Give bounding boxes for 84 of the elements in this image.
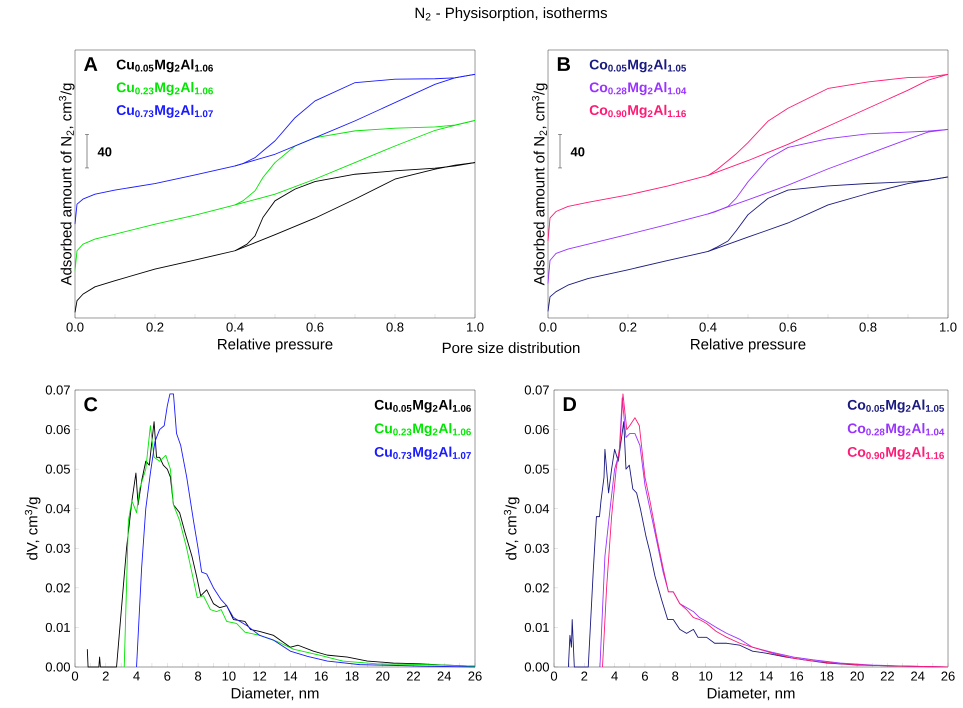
- y-tick-label: 0.03: [46, 544, 70, 553]
- x-tick-label: 8: [672, 672, 678, 681]
- y-tick-label: 0.00: [524, 662, 549, 672]
- x-tick-label: 18: [346, 672, 359, 681]
- x-tick-label: 0.0: [66, 322, 84, 332]
- text: Cu$_{0.23}$Mg$_{2}$Al$_{1.06}$: [116, 82, 213, 96]
- x-tick-label: 0.2: [146, 322, 164, 332]
- x-tick-label: 18: [820, 672, 834, 681]
- x-tick-label: 0.8: [860, 322, 876, 332]
- y-tick-label: 0.05: [46, 464, 70, 474]
- text: Co$_{0.90}$Mg$_{2}$Al$_{1.16}$: [848, 446, 944, 460]
- text: B: [558, 57, 570, 71]
- x-axis-title: Relative pressure: [218, 338, 332, 352]
- y-tick-label: 0.03: [524, 544, 549, 553]
- x-tick-label: 0: [72, 672, 78, 681]
- x-tick-label: 22: [406, 672, 420, 681]
- x-tick-label: 2: [581, 672, 588, 681]
- x-tick-label: 2: [102, 672, 109, 681]
- text: Pore size distribution: [442, 342, 580, 354]
- x-axis-title: Diameter, nm: [232, 688, 318, 700]
- y-tick-label: 0.07: [46, 385, 70, 395]
- x-tick-label: 8: [195, 672, 202, 681]
- y-tick-label: 0.06: [46, 424, 70, 434]
- text: N$_{2}$ - Physisorption, isotherms: [416, 7, 608, 22]
- x-axis-title: Diameter, nm: [708, 688, 794, 700]
- x-tick-label: 0.8: [386, 322, 404, 332]
- text: Cu$_{0.23}$Mg$_{2}$Al$_{1.06}$: [374, 423, 471, 436]
- y-axis-title: dV, cm$^{3}$/g: [24, 498, 40, 560]
- x-tick-label: 1.0: [466, 322, 484, 332]
- x-tick-label: 0: [550, 672, 558, 681]
- x-tick-label: 20: [850, 672, 864, 681]
- y-axis-title: Adsorbed amount of N$_{2}$, cm$^{3}$/g: [58, 84, 74, 286]
- y-tick-label: 0.06: [524, 424, 549, 434]
- y-tick-label: 0.00: [46, 662, 70, 672]
- y-tick-label: 0.02: [46, 583, 70, 592]
- x-tick-label: 10: [699, 672, 712, 681]
- y-tick-label: 0.07: [524, 385, 549, 395]
- text: Cu$_{0.73}$Mg$_{2}$Al$_{1.07}$: [374, 446, 471, 460]
- annotation: C: [84, 397, 98, 412]
- x-tick-label: 26: [941, 672, 955, 681]
- x-tick-label: 22: [880, 672, 894, 681]
- x-tick-label: 0.4: [700, 322, 717, 332]
- x-tick-label: 1.0: [940, 322, 957, 332]
- x-tick-label: 6: [164, 672, 170, 681]
- x-tick-label: 12: [253, 672, 266, 681]
- y-tick-label: 0.02: [524, 583, 549, 592]
- x-tick-label: 16: [790, 672, 804, 681]
- x-tick-label: 6: [642, 672, 648, 681]
- x-tick-label: 24: [911, 672, 925, 681]
- y-tick-label: 0.04: [524, 504, 550, 514]
- y-axis-title: Adsorbed amount of N$_{2}$, cm$^{3}$/g: [532, 84, 548, 286]
- x-tick-label: 0.2: [620, 322, 636, 332]
- annotation: D: [564, 397, 576, 411]
- y-tick-label: 0.01: [46, 622, 70, 632]
- annotation: 40: [570, 147, 584, 156]
- y-tick-label: 0.04: [46, 504, 70, 514]
- text: Co$_{0.90}$Mg$_{2}$Al$_{1.16}$: [590, 104, 686, 118]
- text: Cu$_{0.05}$Mg$_{2}$Al$_{1.06}$: [116, 59, 213, 72]
- text: Co$_{0.28}$Mg$_{2}$Al$_{1.04}$: [590, 82, 686, 96]
- text: Co$_{0.05}$Mg$_{2}$Al$_{1.05}$: [590, 59, 686, 72]
- x-tick-label: 10: [222, 672, 236, 681]
- x-tick-label: 4: [133, 672, 140, 680]
- x-tick-label: 24: [438, 672, 452, 681]
- x-tick-label: 0.0: [540, 322, 557, 332]
- annotation: 40: [98, 147, 112, 156]
- y-tick-label: 0.05: [524, 464, 549, 474]
- text: Co$_{0.28}$Mg$_{2}$Al$_{1.04}$: [848, 423, 944, 436]
- y-tick-label: 0.01: [524, 622, 549, 632]
- text: Cu$_{0.05}$Mg$_{2}$Al$_{1.06}$: [374, 400, 471, 413]
- text: Co$_{0.05}$Mg$_{2}$Al$_{1.05}$: [848, 400, 944, 413]
- x-tick-label: 4: [611, 672, 618, 680]
- x-tick-label: 16: [314, 672, 328, 681]
- text: Cu$_{0.73}$Mg$_{2}$Al$_{1.07}$: [116, 104, 213, 118]
- x-tick-label: 0.4: [226, 322, 244, 332]
- x-tick-label: 26: [468, 672, 482, 681]
- x-tick-label: 14: [284, 672, 298, 680]
- x-tick-label: 14: [760, 672, 773, 680]
- y-axis-title: dV, cm$^{3}$/g: [504, 498, 520, 560]
- x-tick-label: 0.6: [306, 322, 324, 332]
- x-tick-label: 0.6: [780, 322, 796, 332]
- x-tick-label: 20: [376, 672, 390, 681]
- x-axis-title: Relative pressure: [691, 338, 806, 352]
- x-tick-label: 12: [730, 672, 742, 681]
- text: A: [84, 57, 98, 71]
